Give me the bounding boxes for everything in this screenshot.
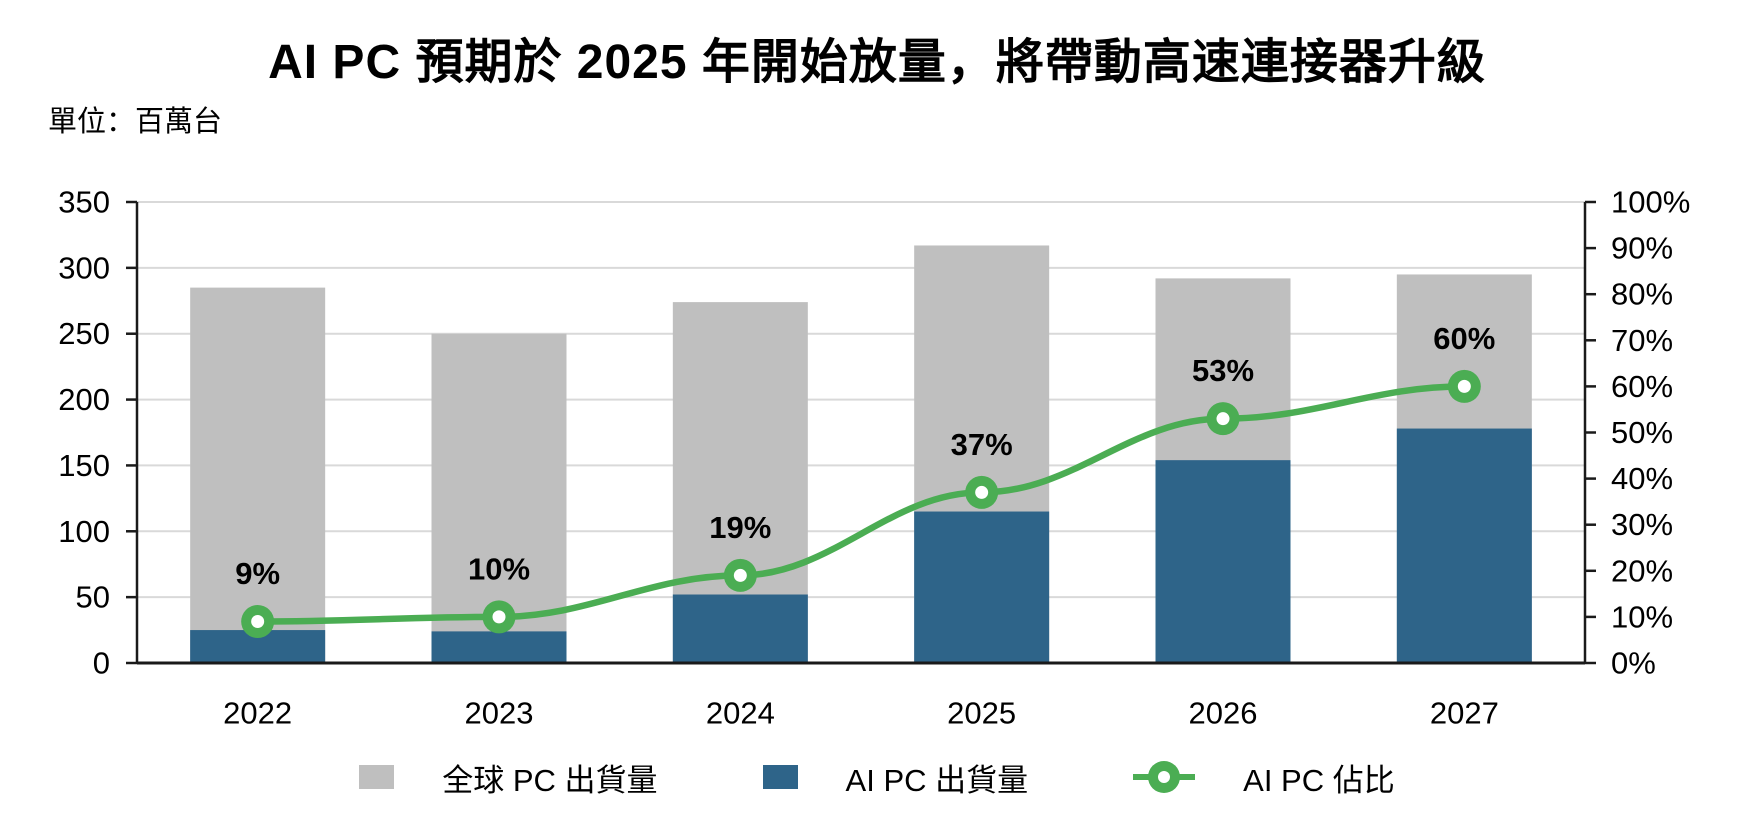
ai-share-line bbox=[254, 383, 1468, 625]
left-tick-label: 200 bbox=[58, 382, 110, 417]
x-axis-labels: 2022 2023 2024 2025 2026 2027 bbox=[223, 696, 1499, 731]
share-label-2026: 53% bbox=[1192, 353, 1254, 388]
x-label-2023: 2023 bbox=[465, 696, 534, 731]
right-tick-label: 10% bbox=[1611, 599, 1673, 634]
left-tick-label: 250 bbox=[58, 316, 110, 351]
left-tick-label: 350 bbox=[58, 185, 110, 220]
legend-item-global-pc: 全球 PC 出貨量 bbox=[359, 755, 658, 800]
legend: 全球 PC 出貨量 AI PC 出貨量 AI PC 佔比 bbox=[0, 752, 1754, 802]
ai-share-data-labels: 9% 10% 19% 37% 53% 60% bbox=[235, 321, 1495, 591]
right-tick-label: 20% bbox=[1611, 553, 1673, 588]
unit-label: 單位：百萬台 bbox=[48, 106, 223, 138]
ai-share-markers bbox=[241, 369, 1481, 639]
left-tick-label: 50 bbox=[76, 580, 110, 615]
share-label-2027: 60% bbox=[1433, 321, 1495, 356]
x-label-2025: 2025 bbox=[947, 696, 1016, 731]
ai-pc-bar-2025 bbox=[914, 511, 1050, 663]
ai-pc-bar-2026 bbox=[1155, 460, 1291, 663]
right-tick-label: 60% bbox=[1611, 369, 1673, 404]
right-tick-label: 40% bbox=[1611, 461, 1673, 496]
right-tick-label: 80% bbox=[1611, 277, 1673, 312]
share-label-2023: 10% bbox=[468, 551, 530, 586]
share-label-2022: 9% bbox=[235, 556, 280, 591]
bars-global-pc bbox=[190, 245, 1532, 664]
page-title: AI PC 預期於 2025 年開始放量，將帶動高速連接器升級 bbox=[268, 36, 1486, 89]
left-tick-label: 100 bbox=[58, 514, 110, 549]
share-marker-hole-2025 bbox=[975, 485, 989, 499]
share-marker-hole-2023 bbox=[492, 610, 506, 624]
combo-chart: 0 50 100 150 200 250 300 350 0% 10% 20% 30% 40% 50% 60… bbox=[58, 185, 1690, 731]
legend-label-ai-share: AI PC 佔比 bbox=[1243, 762, 1395, 798]
ai-pc-bar-2024 bbox=[672, 594, 808, 663]
marker-dot bbox=[1148, 761, 1181, 793]
legend-label-ai-pc: AI PC 出貨量 bbox=[845, 762, 1029, 798]
ai-share-line-marker-icon bbox=[1133, 760, 1196, 794]
ai-pc-bar-2023 bbox=[431, 631, 567, 663]
marker-dot-hole bbox=[1158, 771, 1171, 783]
share-marker-hole-2022 bbox=[251, 615, 265, 629]
left-tick-label: 0 bbox=[93, 646, 110, 681]
right-tick-label: 30% bbox=[1611, 507, 1673, 542]
right-tick-label: 100% bbox=[1611, 185, 1690, 220]
share-label-2024: 19% bbox=[709, 510, 771, 545]
x-label-2027: 2027 bbox=[1430, 696, 1499, 731]
legend-item-ai-share: AI PC 佔比 bbox=[1133, 755, 1395, 800]
x-label-2022: 2022 bbox=[223, 696, 292, 731]
x-label-2026: 2026 bbox=[1189, 696, 1258, 731]
right-tick-label: 50% bbox=[1611, 415, 1673, 450]
right-axis-ticks: 0% 10% 20% 30% 40% 50% 60% 70% 80% 90% 100% bbox=[1585, 185, 1690, 681]
left-tick-label: 300 bbox=[58, 250, 110, 285]
bars-ai-pc bbox=[190, 428, 1532, 663]
share-label-2025: 37% bbox=[951, 427, 1013, 462]
x-label-2024: 2024 bbox=[706, 696, 775, 731]
legend-label-global-pc: 全球 PC 出貨量 bbox=[442, 762, 658, 798]
ai-pc-bar-2027 bbox=[1396, 428, 1532, 663]
left-tick-label: 150 bbox=[58, 448, 110, 483]
share-marker-hole-2026 bbox=[1216, 412, 1230, 426]
right-tick-label: 90% bbox=[1611, 231, 1673, 266]
share-marker-hole-2024 bbox=[733, 568, 747, 582]
share-marker-hole-2027 bbox=[1457, 379, 1471, 393]
global-pc-bar-2022 bbox=[190, 287, 326, 663]
right-tick-label: 0% bbox=[1611, 646, 1656, 681]
right-tick-label: 70% bbox=[1611, 323, 1673, 358]
left-axis-ticks: 0 50 100 150 200 250 300 350 bbox=[58, 185, 137, 681]
global-pc-bar-swatch-icon bbox=[359, 765, 395, 789]
axes bbox=[135, 202, 1587, 665]
legend-item-ai-pc: AI PC 出貨量 bbox=[762, 755, 1029, 800]
ai-pc-bar-swatch-icon bbox=[762, 765, 798, 789]
